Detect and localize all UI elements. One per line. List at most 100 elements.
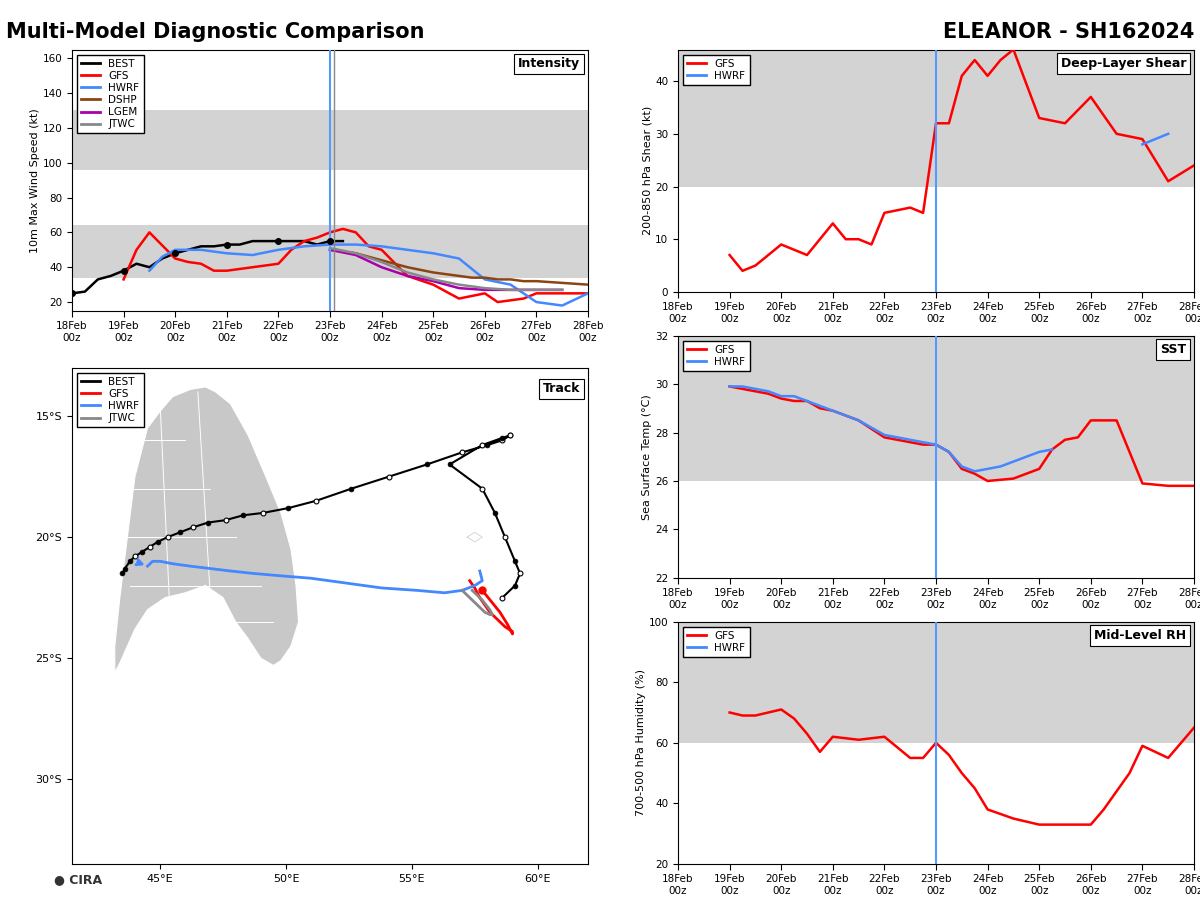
DSHP <box>491 274 505 284</box>
BEST <box>181 245 196 256</box>
JTWC <box>556 284 570 295</box>
GFS <box>298 236 312 247</box>
JTWC <box>426 274 440 284</box>
Text: ● CIRA: ● CIRA <box>54 874 102 886</box>
Text: SST: SST <box>1160 343 1187 356</box>
BEST <box>206 241 221 252</box>
HWRF <box>478 274 492 284</box>
BEST <box>143 262 156 273</box>
Text: Mid-Level RH: Mid-Level RH <box>1094 629 1187 642</box>
GFS <box>401 271 415 282</box>
HWRF <box>271 245 286 256</box>
DSHP <box>426 267 440 278</box>
GFS <box>556 288 570 299</box>
GFS <box>374 245 389 256</box>
LGEM <box>529 284 544 295</box>
DSHP <box>349 248 364 258</box>
HWRF <box>298 241 312 252</box>
JTWC <box>323 243 337 254</box>
HWRF <box>581 288 595 299</box>
JTWC <box>451 279 466 290</box>
Y-axis label: Sea Surface Temp (°C): Sea Surface Temp (°C) <box>642 394 653 519</box>
Line: JTWC: JTWC <box>330 248 563 290</box>
HWRF <box>349 239 364 250</box>
Bar <box>678 682 1194 742</box>
Text: Multi-Model Diagnostic Comparison: Multi-Model Diagnostic Comparison <box>6 22 425 42</box>
DSHP <box>451 271 466 282</box>
Legend: GFS, HWRF: GFS, HWRF <box>683 55 750 86</box>
BEST <box>65 288 79 299</box>
BEST <box>298 236 312 247</box>
HWRF <box>323 239 337 250</box>
LGEM <box>478 284 492 295</box>
Legend: GFS, HWRF: GFS, HWRF <box>683 626 750 657</box>
DSHP <box>529 275 544 286</box>
GFS <box>336 223 350 234</box>
DSHP <box>401 262 415 273</box>
Y-axis label: 700-500 hPa Humidity (%): 700-500 hPa Humidity (%) <box>636 670 646 816</box>
HWRF <box>401 245 415 256</box>
GFS <box>206 266 221 276</box>
GFS <box>451 293 466 304</box>
GFS <box>168 253 182 264</box>
HWRF <box>451 253 466 264</box>
DSHP <box>323 245 337 256</box>
LGEM <box>374 262 389 273</box>
Text: Track: Track <box>542 382 581 395</box>
BEST <box>246 236 260 247</box>
Legend: BEST, GFS, HWRF, DSHP, LGEM, JTWC: BEST, GFS, HWRF, DSHP, LGEM, JTWC <box>77 55 144 133</box>
Bar <box>72 111 588 170</box>
DSHP <box>504 274 518 284</box>
HWRF <box>529 297 544 308</box>
DSHP <box>478 273 492 284</box>
LGEM <box>426 275 440 286</box>
HWRF <box>155 251 169 262</box>
HWRF <box>556 300 570 310</box>
DSHP <box>556 277 570 288</box>
GFS <box>246 262 260 273</box>
HWRF <box>143 266 156 276</box>
Line: HWRF: HWRF <box>150 245 588 305</box>
LGEM <box>451 283 466 293</box>
HWRF <box>426 248 440 258</box>
LGEM <box>401 271 415 282</box>
GFS <box>220 266 234 276</box>
Line: DSHP: DSHP <box>330 250 588 284</box>
GFS <box>284 245 299 256</box>
LGEM <box>349 249 364 260</box>
Bar <box>678 622 1194 682</box>
GFS <box>323 227 337 238</box>
Text: Deep-Layer Shear: Deep-Layer Shear <box>1061 57 1187 70</box>
Line: GFS: GFS <box>124 229 588 302</box>
GFS <box>130 245 144 256</box>
HWRF <box>194 245 209 256</box>
JTWC <box>401 267 415 278</box>
GFS <box>581 288 595 299</box>
BEST <box>91 274 106 284</box>
HWRF <box>168 245 182 256</box>
LGEM <box>556 284 570 295</box>
GFS <box>516 293 530 304</box>
BEST <box>194 241 209 252</box>
GFS <box>478 288 492 299</box>
BEST <box>220 239 234 250</box>
BEST <box>336 236 350 247</box>
BEST <box>323 236 337 247</box>
GFS <box>349 227 364 238</box>
GFS <box>181 256 196 267</box>
BEST <box>155 253 169 264</box>
DSHP <box>439 269 454 280</box>
Text: Intensity: Intensity <box>518 58 581 70</box>
Line: LGEM: LGEM <box>330 250 563 290</box>
JTWC <box>504 284 518 295</box>
GFS <box>529 288 544 299</box>
BEST <box>310 239 324 250</box>
Legend: GFS, HWRF: GFS, HWRF <box>683 341 750 371</box>
HWRF <box>246 249 260 260</box>
BEST <box>258 236 272 247</box>
GFS <box>116 274 131 284</box>
Text: ELEANOR - SH162024: ELEANOR - SH162024 <box>943 22 1194 42</box>
JTWC <box>529 284 544 295</box>
Line: BEST: BEST <box>72 241 343 293</box>
DSHP <box>464 273 479 284</box>
